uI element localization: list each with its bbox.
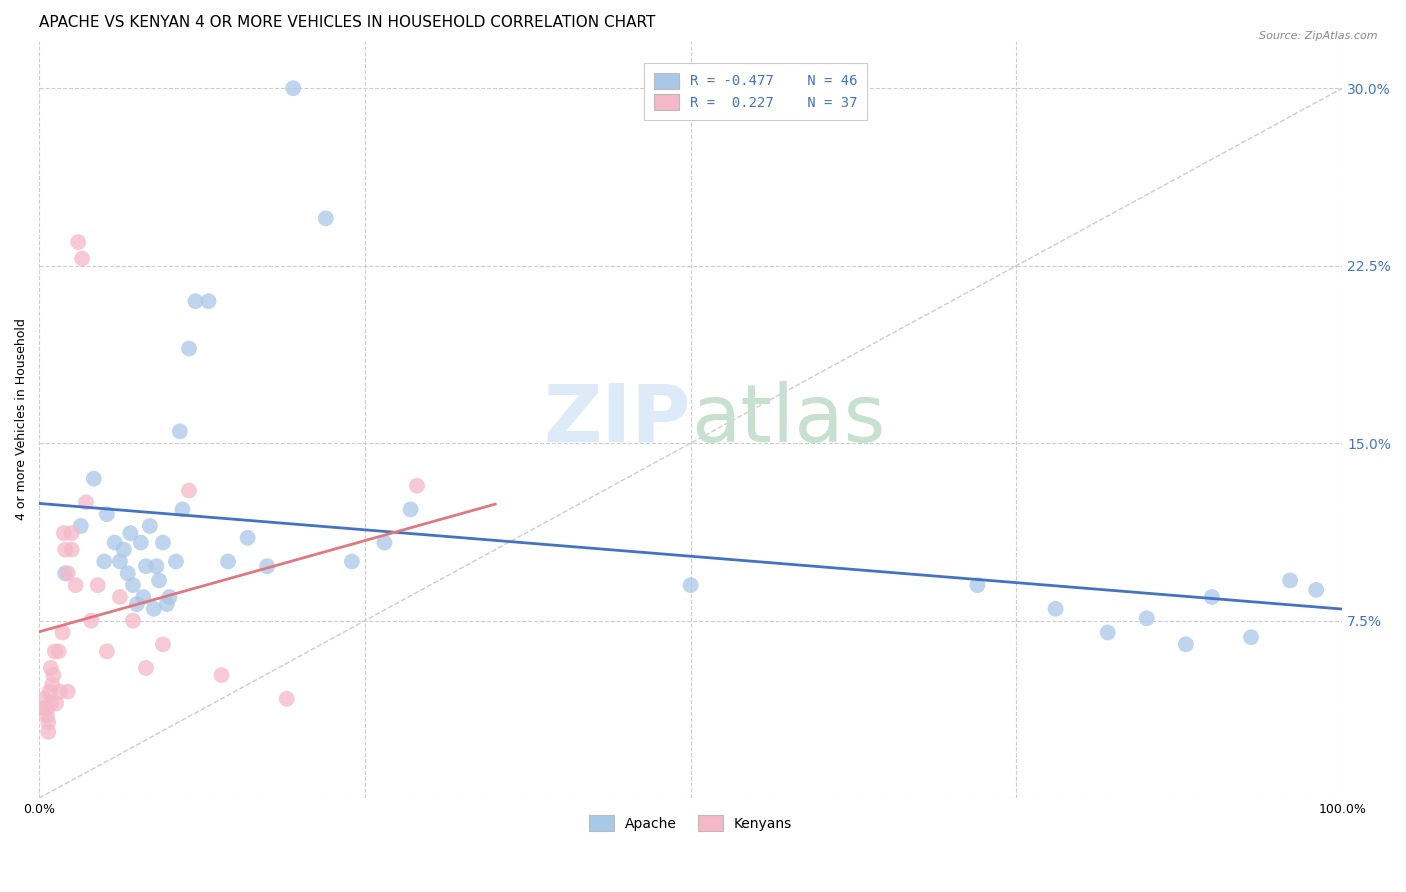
- Point: [56, 684, 79, 698]
- Point: [117, 566, 139, 581]
- Point: [49, 684, 72, 698]
- Point: [211, 668, 233, 682]
- Point: [169, 425, 191, 439]
- Point: [1136, 611, 1159, 625]
- Point: [177, 342, 200, 356]
- Point: [340, 554, 363, 568]
- Point: [104, 535, 127, 549]
- Point: [41, 677, 63, 691]
- Text: atlas: atlas: [690, 381, 884, 458]
- Point: [1240, 630, 1263, 644]
- Point: [45, 697, 67, 711]
- Point: [56, 566, 79, 581]
- Point: [679, 578, 702, 592]
- Point: [69, 519, 91, 533]
- Point: [35, 708, 58, 723]
- Point: [132, 590, 155, 604]
- Point: [1174, 637, 1197, 651]
- Point: [217, 554, 239, 568]
- Point: [159, 590, 181, 604]
- Point: [80, 614, 103, 628]
- Point: [197, 294, 219, 309]
- Y-axis label: 4 or more Vehicles in Household: 4 or more Vehicles in Household: [15, 318, 28, 520]
- Point: [142, 602, 165, 616]
- Point: [96, 507, 118, 521]
- Text: ZIP: ZIP: [544, 381, 690, 458]
- Point: [108, 554, 131, 568]
- Point: [48, 644, 70, 658]
- Point: [60, 542, 83, 557]
- Point: [112, 542, 135, 557]
- Point: [67, 235, 90, 249]
- Point: [65, 578, 87, 592]
- Point: [38, 684, 60, 698]
- Legend: Apache, Kenyans: Apache, Kenyans: [583, 809, 797, 837]
- Point: [125, 597, 148, 611]
- Point: [53, 542, 76, 557]
- Point: [96, 644, 118, 658]
- Point: [145, 559, 167, 574]
- Point: [42, 668, 65, 682]
- Text: APACHE VS KENYAN 4 OR MORE VEHICLES IN HOUSEHOLD CORRELATION CHART: APACHE VS KENYAN 4 OR MORE VEHICLES IN H…: [39, 15, 655, 30]
- Point: [60, 526, 83, 541]
- Point: [87, 578, 110, 592]
- Point: [39, 661, 62, 675]
- Point: [152, 535, 174, 549]
- Point: [165, 554, 187, 568]
- Point: [399, 502, 422, 516]
- Point: [37, 724, 59, 739]
- Point: [1097, 625, 1119, 640]
- Point: [1279, 574, 1302, 588]
- Point: [129, 535, 152, 549]
- Point: [406, 479, 429, 493]
- Point: [1305, 582, 1327, 597]
- Point: [122, 614, 145, 628]
- Point: [75, 495, 97, 509]
- Point: [44, 644, 66, 658]
- Point: [1045, 602, 1067, 616]
- Point: [184, 294, 207, 309]
- Point: [35, 701, 58, 715]
- Point: [120, 526, 142, 541]
- Point: [70, 252, 93, 266]
- Point: [83, 472, 105, 486]
- Point: [34, 701, 56, 715]
- Point: [148, 574, 170, 588]
- Point: [283, 81, 305, 95]
- Point: [172, 502, 194, 516]
- Point: [52, 526, 75, 541]
- Point: [315, 211, 337, 226]
- Point: [139, 519, 162, 533]
- Point: [39, 697, 62, 711]
- Point: [122, 578, 145, 592]
- Point: [177, 483, 200, 498]
- Point: [373, 535, 395, 549]
- Point: [152, 637, 174, 651]
- Point: [276, 691, 298, 706]
- Point: [236, 531, 259, 545]
- Point: [1201, 590, 1223, 604]
- Point: [108, 590, 131, 604]
- Point: [34, 691, 56, 706]
- Point: [135, 661, 157, 675]
- Point: [93, 554, 115, 568]
- Point: [53, 566, 76, 581]
- Text: Source: ZipAtlas.com: Source: ZipAtlas.com: [1260, 31, 1378, 41]
- Point: [966, 578, 988, 592]
- Point: [135, 559, 157, 574]
- Point: [37, 715, 59, 730]
- Point: [256, 559, 278, 574]
- Point: [156, 597, 179, 611]
- Point: [52, 625, 75, 640]
